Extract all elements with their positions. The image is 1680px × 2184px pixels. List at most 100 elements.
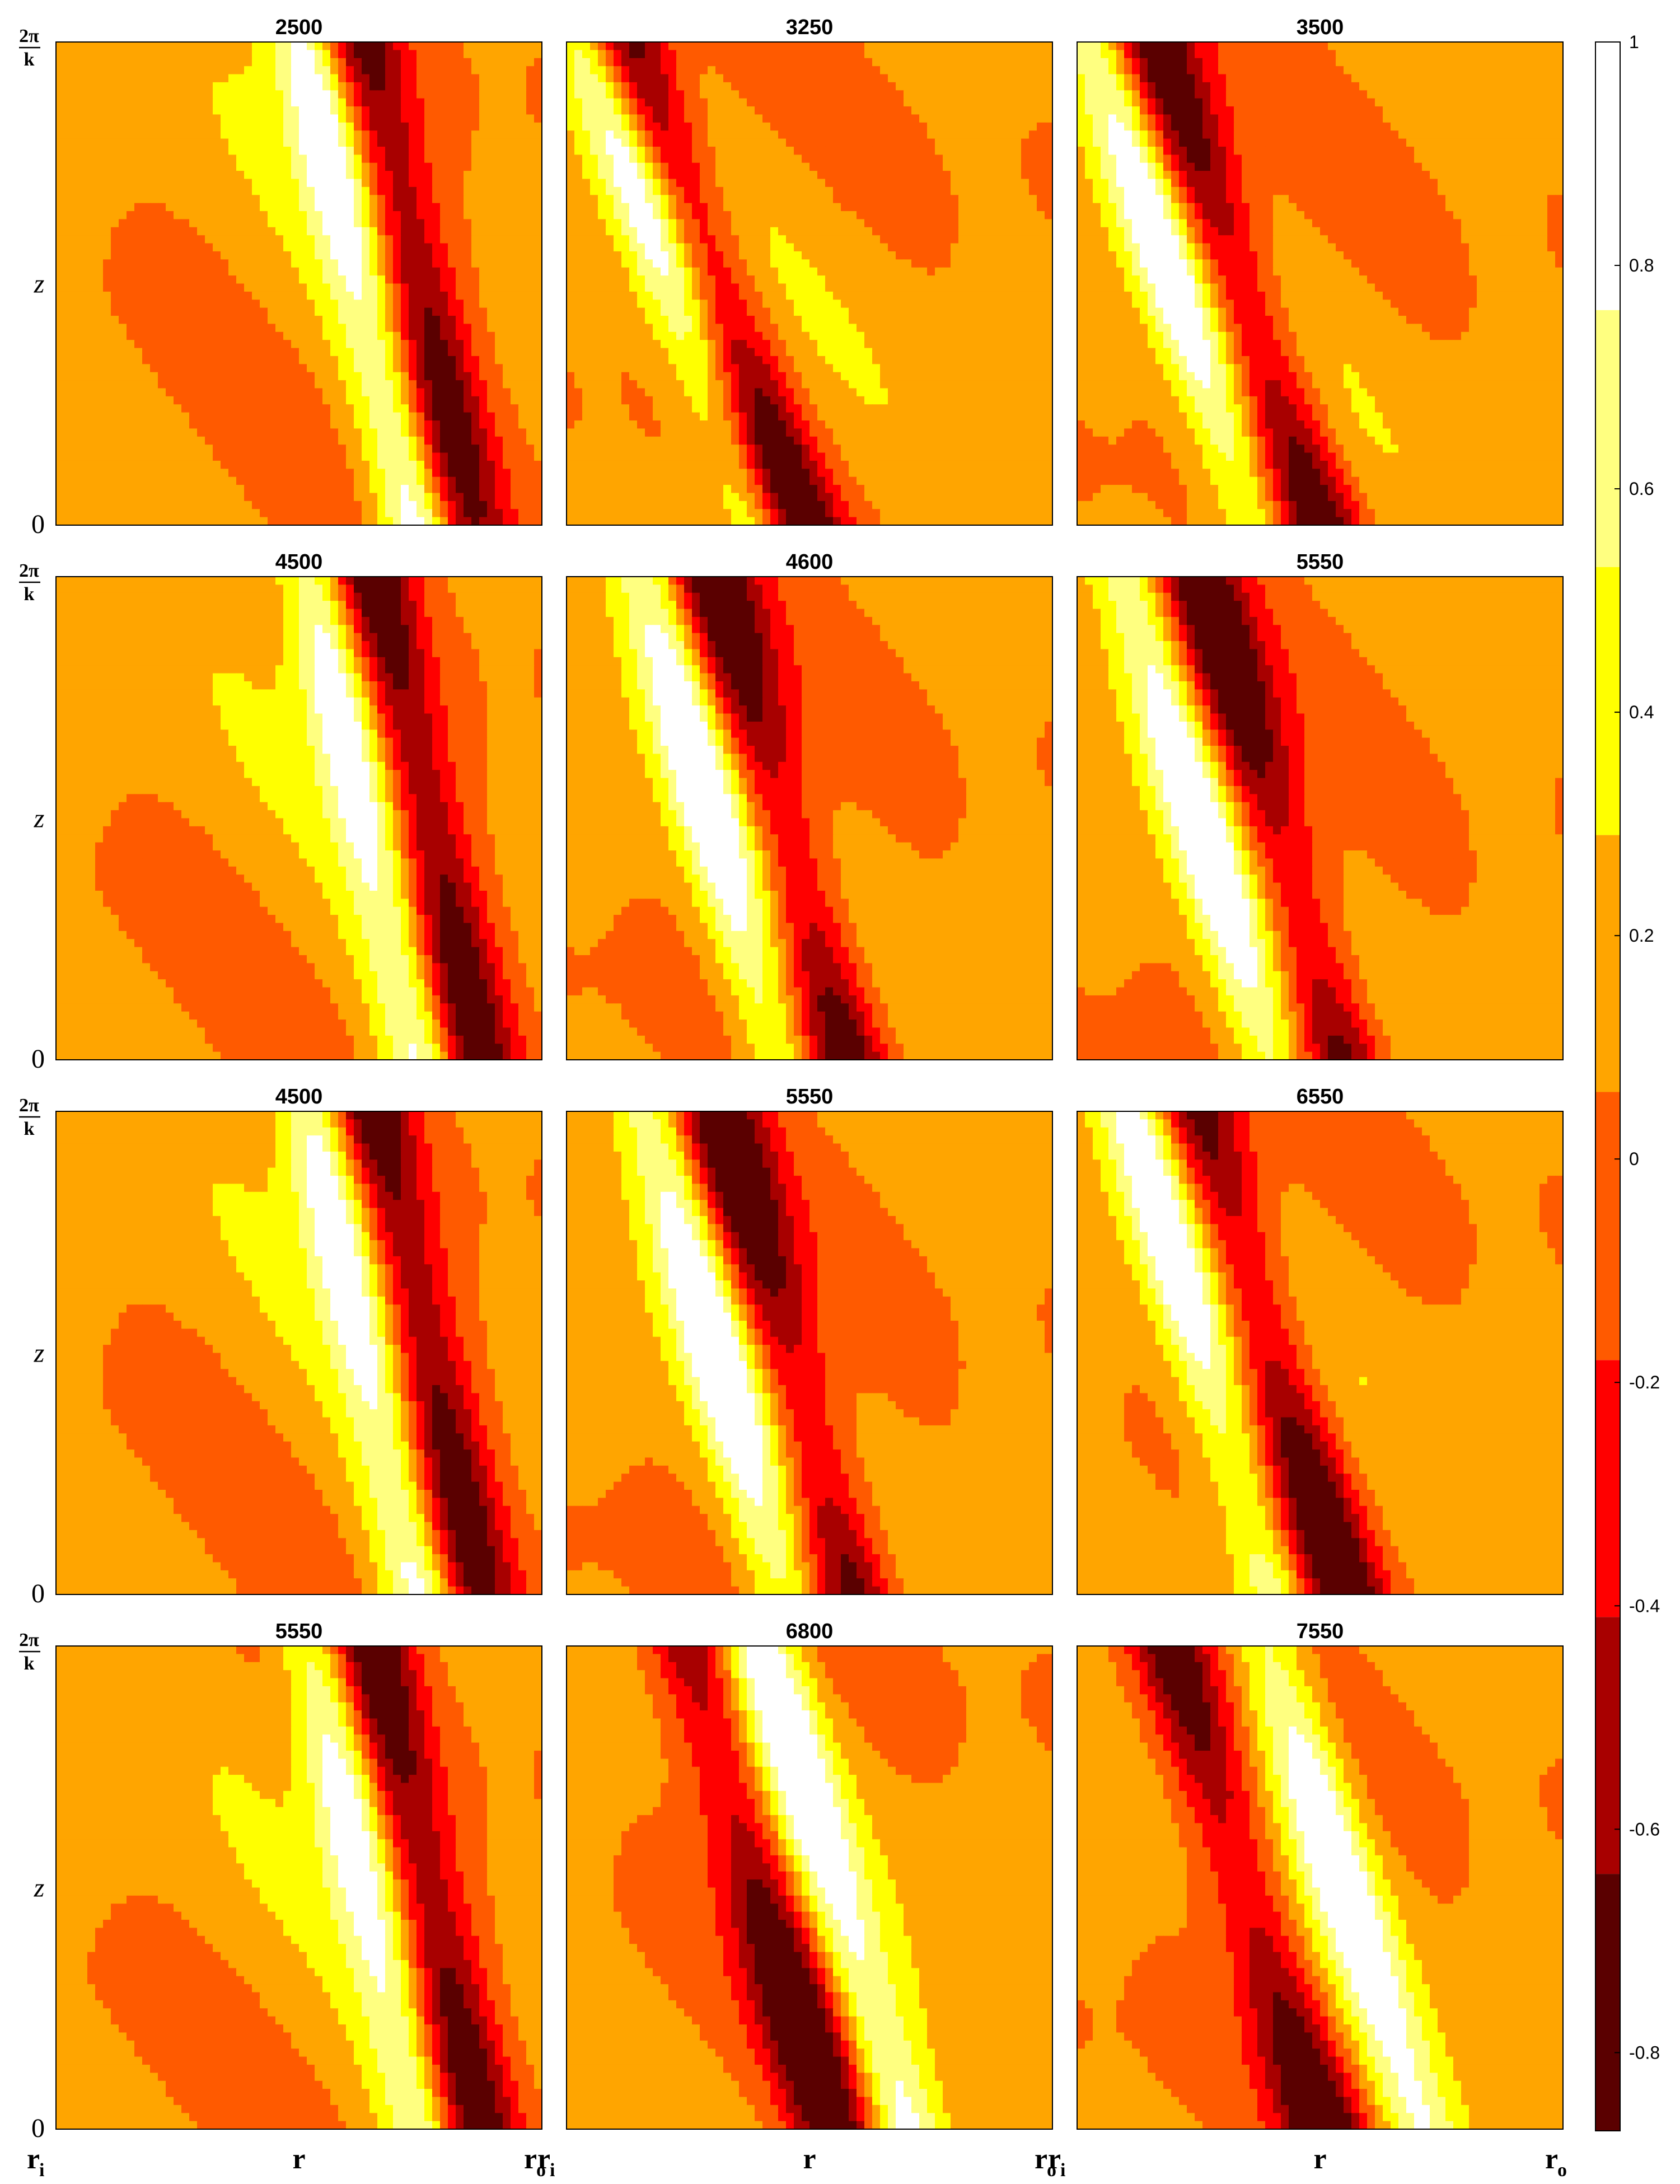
field-cell [432, 122, 441, 132]
field-cell [511, 98, 519, 107]
field-cell [362, 372, 370, 381]
field-cell [495, 58, 503, 67]
field-cell [456, 324, 464, 333]
field-cell [158, 469, 166, 478]
field-cell [158, 42, 166, 51]
field-cell [134, 211, 143, 220]
field-cell [904, 179, 912, 188]
field-cell [127, 243, 135, 252]
field-cell [872, 42, 881, 51]
field-cell [197, 235, 205, 244]
field-cell [346, 98, 354, 107]
field-cell [888, 171, 896, 180]
field-cell [315, 283, 323, 292]
field-cell [424, 476, 433, 485]
field-cell [56, 300, 64, 308]
field-cell [64, 219, 72, 228]
field-cell [119, 235, 127, 244]
field-cell [72, 106, 80, 115]
field-cell [64, 300, 72, 308]
field-cell [448, 138, 456, 147]
field-cell [369, 460, 378, 470]
field-cell [72, 146, 80, 156]
field-cell [385, 485, 394, 494]
field-cell [111, 316, 119, 325]
field-cell [927, 114, 935, 123]
field-cell [424, 106, 433, 115]
field-cell [440, 50, 448, 59]
field-cell [221, 58, 229, 67]
field-cell [778, 171, 787, 180]
field-cell [935, 42, 943, 51]
field-cell [228, 98, 237, 107]
field-cell [134, 364, 143, 373]
field-cell [755, 114, 763, 123]
field-cell [307, 66, 315, 75]
field-cell [951, 146, 959, 156]
field-cell [857, 179, 865, 188]
field-cell [495, 98, 503, 107]
field-cell [103, 106, 111, 115]
field-cell [479, 106, 488, 115]
field-cell [802, 90, 810, 99]
field-cell [213, 171, 221, 180]
field-cell [72, 122, 80, 132]
field-cell [526, 50, 535, 59]
field-cell [456, 155, 464, 163]
field-cell [354, 396, 362, 405]
field-cell [487, 227, 495, 236]
field-cell [1045, 179, 1052, 188]
field-cell [252, 186, 260, 196]
field-cell [424, 195, 433, 204]
field-cell [896, 106, 904, 115]
field-cell [252, 509, 260, 518]
field-cell [142, 445, 151, 453]
field-cell [158, 243, 166, 252]
field-cell [479, 300, 488, 308]
field-cell [684, 155, 692, 163]
field-cell [534, 517, 542, 525]
field-cell [511, 42, 519, 51]
field-cell [574, 74, 583, 83]
field-cell [911, 66, 920, 75]
field-cell [456, 50, 464, 59]
field-cell [268, 436, 276, 445]
field-cell [362, 235, 370, 244]
field-cell [322, 283, 331, 292]
field-cell [503, 219, 511, 228]
field-cell [487, 493, 495, 502]
field-cell [778, 203, 787, 212]
field-cell [158, 493, 166, 502]
field-cell [731, 66, 740, 75]
field-cell [95, 420, 104, 429]
field-cell [417, 460, 425, 470]
field-cell [943, 114, 951, 123]
field-cell [417, 372, 425, 381]
field-cell [315, 460, 323, 470]
field-cell [346, 307, 354, 316]
field-cell [252, 203, 260, 212]
field-cell [692, 179, 700, 188]
field-cell [966, 122, 975, 132]
field-cell [401, 469, 409, 478]
field-cell [142, 42, 151, 51]
field-cell [393, 291, 401, 301]
field-cell [95, 114, 104, 123]
field-cell [401, 243, 409, 252]
field-cell [213, 267, 221, 276]
field-cell [307, 404, 315, 413]
field-cell [213, 82, 221, 91]
field-cell [762, 146, 771, 156]
field-cell [417, 98, 425, 107]
field-cell [330, 348, 339, 357]
field-cell [385, 171, 394, 180]
field-cell [354, 307, 362, 316]
field-cell [833, 130, 841, 139]
field-cell [150, 445, 158, 453]
field-cell [299, 58, 307, 67]
field-cell [64, 251, 72, 260]
field-cell [495, 195, 503, 204]
field-cell [401, 316, 409, 325]
field-cell [181, 476, 190, 485]
field-cell [417, 130, 425, 139]
